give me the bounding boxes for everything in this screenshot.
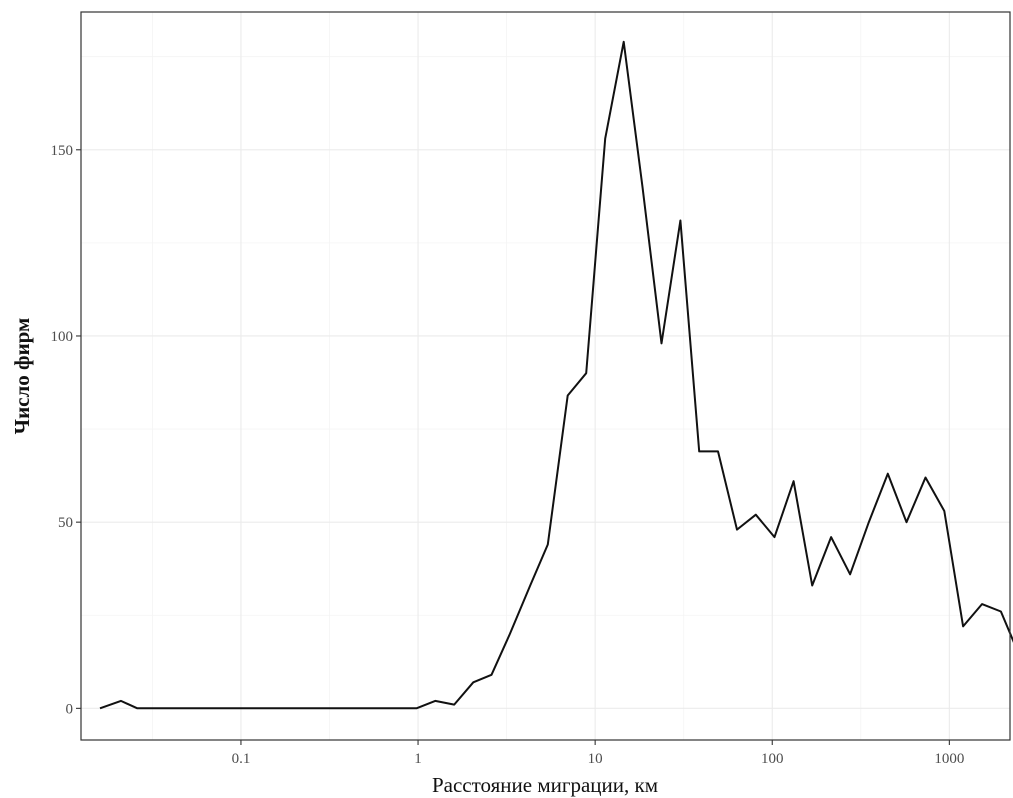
series-line: [99, 40, 1013, 710]
panel-border: [80, 11, 1011, 741]
x-tick-label: 10: [588, 751, 603, 767]
x-axis: 0.1 1 10 100 1000: [232, 740, 964, 767]
y-tick-label: 50: [58, 515, 73, 531]
y-tick-label: 100: [51, 329, 74, 345]
line-layer: [99, 40, 1013, 710]
x-axis-title: Расстояние миграции, км: [432, 773, 658, 797]
y-axis: 0 50 100 150: [51, 143, 81, 717]
y-tick-label: 0: [66, 701, 74, 717]
y-tick-label: 150: [51, 143, 74, 159]
x-tick-label: 1: [414, 751, 422, 767]
x-tick-label: 0.1: [232, 751, 251, 767]
y-axis-title: Число фирм: [10, 318, 34, 435]
x-tick-label: 1000: [934, 751, 964, 767]
x-tick-label: 100: [761, 751, 784, 767]
grid-layer: [81, 12, 1010, 740]
